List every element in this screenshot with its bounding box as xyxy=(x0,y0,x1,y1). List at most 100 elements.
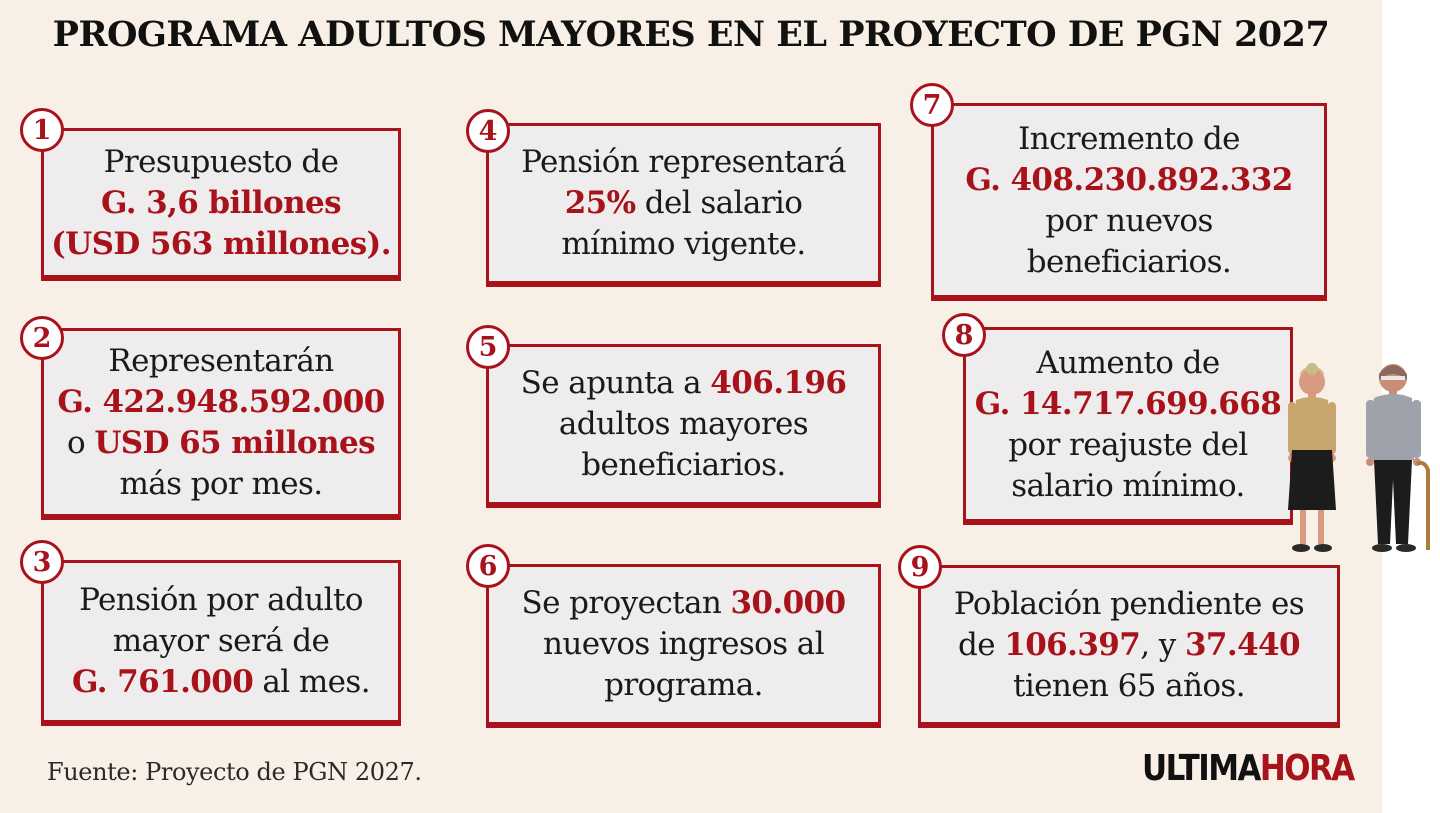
body-text: Se apunta a xyxy=(520,365,711,401)
card-number-3: 3 xyxy=(20,540,64,584)
page-title: PROGRAMA ADULTOS MAYORES EN EL PROYECTO … xyxy=(52,14,1330,55)
card-number-1: 1 xyxy=(20,108,64,152)
body-text: , y xyxy=(1140,626,1185,663)
highlight-text: G. 14.717.699.668 xyxy=(974,385,1282,422)
card-text: Se apunta a 406.196 adultos mayores benefi… xyxy=(521,363,847,486)
body-text: Presupuesto de xyxy=(103,143,339,180)
body-text: beneficiarios. xyxy=(1026,243,1232,280)
card-line: por nuevos xyxy=(965,201,1292,242)
card-9: Población pendiente es de 106.397, y 37.4… xyxy=(918,565,1340,728)
body-text: de xyxy=(957,626,1005,663)
body-text: programa. xyxy=(604,667,763,703)
card-2: Representarán G. 422.948.592.000 o USD 65 … xyxy=(41,328,401,520)
card-line: G. 14.717.699.668 xyxy=(974,384,1282,425)
card-line: Representarán xyxy=(57,341,384,382)
logo-part-1: ULTIMA xyxy=(1142,748,1261,789)
body-text: nuevos ingresos al xyxy=(542,626,825,662)
card-text: Se proyectan 30.000 nuevos ingresos al pro… xyxy=(521,583,847,706)
body-text: mayor será de xyxy=(112,623,330,659)
card-number-4: 4 xyxy=(466,109,510,153)
highlight-text: 30.000 xyxy=(730,585,846,621)
card-number-5: 5 xyxy=(466,325,510,369)
card-6: Se proyectan 30.000 nuevos ingresos al pro… xyxy=(486,564,881,728)
body-text: Se proyectan xyxy=(521,585,731,621)
card-line: salario mínimo. xyxy=(975,466,1281,507)
card-number-7: 7 xyxy=(910,83,954,127)
highlight-text: 106.397 xyxy=(1004,626,1141,663)
card-line: Pensión representará xyxy=(521,142,846,183)
card-number-2: 2 xyxy=(20,316,64,360)
highlight-text: 406.196 xyxy=(710,365,847,401)
card-line: beneficiarios. xyxy=(521,445,847,486)
card-line: programa. xyxy=(522,665,846,706)
card-number-6: 6 xyxy=(466,544,510,588)
body-text: Aumento de xyxy=(1036,344,1220,381)
card-line: de 106.397, y 37.440 xyxy=(954,625,1304,666)
card-line: G. 422.948.592.000 xyxy=(57,382,385,423)
card-text: Población pendiente es de 106.397, y 37.4… xyxy=(953,584,1305,707)
card-5: Se apunta a 406.196 adultos mayores benefi… xyxy=(486,344,881,508)
card-line: más por mes. xyxy=(57,464,384,505)
highlight-text: G. 422.948.592.000 xyxy=(57,383,385,420)
source-note: Fuente: Proyecto de PGN 2027. xyxy=(47,758,422,786)
highlight-text: G. 3,6 billones xyxy=(100,184,342,221)
card-line: mayor será de xyxy=(72,621,370,662)
card-line: 25% del salario xyxy=(521,183,846,224)
card-line: adultos mayores xyxy=(521,404,847,445)
card-line: Pensión por adulto xyxy=(72,580,370,621)
card-text: Pensión por adulto mayor será de G. 761.00… xyxy=(72,580,371,703)
highlight-text: USD 65 millones xyxy=(94,424,375,461)
card-line: por reajuste del xyxy=(975,425,1281,466)
highlight-text: G. 761.000 xyxy=(72,664,254,700)
card-line: beneficiarios. xyxy=(965,242,1292,283)
card-line: G. 408.230.892.332 xyxy=(965,160,1293,201)
card-line: Presupuesto de xyxy=(51,142,391,183)
highlight-text: G. 408.230.892.332 xyxy=(965,161,1293,198)
body-text: Pensión representará xyxy=(521,144,846,180)
card-line: mínimo vigente. xyxy=(521,224,846,265)
body-text: o xyxy=(67,424,95,461)
card-line: Población pendiente es xyxy=(953,584,1305,625)
body-text: por nuevos xyxy=(1045,202,1213,239)
highlight-text: 37.440 xyxy=(1184,626,1301,663)
body-text: beneficiarios. xyxy=(581,447,786,483)
card-line: (USD 563 millones). xyxy=(51,224,391,265)
card-line: Se apunta a 406.196 xyxy=(521,363,847,404)
card-3: Pensión por adulto mayor será de G. 761.00… xyxy=(41,560,401,726)
body-text: del salario xyxy=(635,185,803,221)
card-8: Aumento de G. 14.717.699.668 por reajuste … xyxy=(963,327,1293,525)
card-7: Incremento de G. 408.230.892.332 por nuevo… xyxy=(931,103,1327,301)
card-number-9: 9 xyxy=(898,545,942,589)
card-line: G. 761.000 al mes. xyxy=(72,662,371,703)
body-text: por reajuste del xyxy=(1008,426,1248,463)
card-number-8: 8 xyxy=(942,313,986,357)
ultimahora-logo: ULTIMAHORA xyxy=(1142,748,1355,789)
body-text: más por mes. xyxy=(119,465,323,502)
body-text: al mes. xyxy=(253,664,370,700)
body-text: salario mínimo. xyxy=(1011,467,1245,504)
card-line: Se proyectan 30.000 xyxy=(521,583,847,624)
body-text: Incremento de xyxy=(1018,120,1240,157)
logo-part-2: HORA xyxy=(1259,748,1355,789)
card-text: Incremento de G. 408.230.892.332 por nuevo… xyxy=(965,119,1293,283)
body-text: Pensión por adulto xyxy=(79,582,363,618)
card-text: Pensión representará 25% del salario mínim… xyxy=(521,142,846,265)
card-line: G. 3,6 billones xyxy=(51,183,391,224)
card-line: Incremento de xyxy=(965,119,1292,160)
highlight-text: (USD 563 millones). xyxy=(51,225,391,262)
card-text: Presupuesto de G. 3,6 billones (USD 563 mi… xyxy=(51,142,391,265)
body-text: Población pendiente es xyxy=(953,585,1305,622)
body-text: mínimo vigente. xyxy=(561,226,806,262)
body-text: Representarán xyxy=(108,342,334,379)
card-text: Aumento de G. 14.717.699.668 por reajuste … xyxy=(974,343,1282,507)
card-4: Pensión representará 25% del salario mínim… xyxy=(486,123,881,287)
body-text: adultos mayores xyxy=(558,406,809,442)
card-line: nuevos ingresos al xyxy=(522,624,846,665)
card-line: tienen 65 años. xyxy=(954,666,1304,707)
elderly-couple-illustration xyxy=(1288,363,1430,552)
card-line: Aumento de xyxy=(975,343,1281,384)
body-text: tienen 65 años. xyxy=(1012,667,1246,704)
card-text: Representarán G. 422.948.592.000 o USD 65 … xyxy=(57,341,385,505)
card-1: Presupuesto de G. 3,6 billones (USD 563 mi… xyxy=(41,128,401,281)
